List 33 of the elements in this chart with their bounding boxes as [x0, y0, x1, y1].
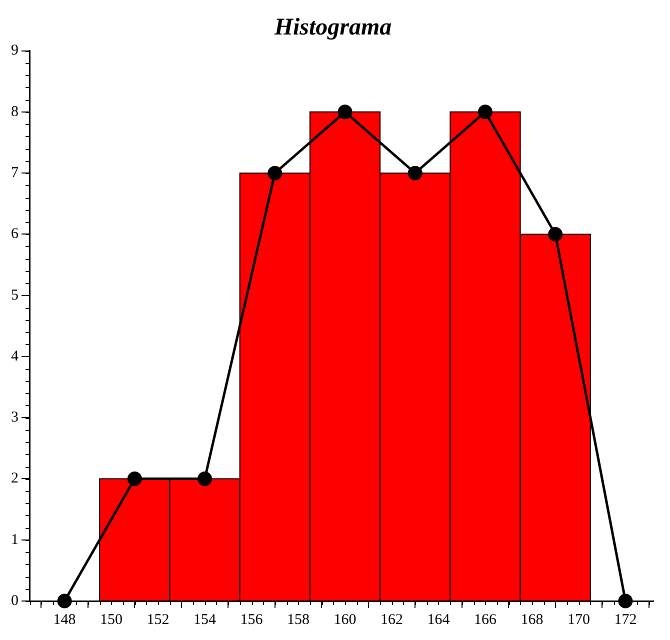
x-tick-label: 152 [146, 612, 170, 628]
point [57, 594, 72, 608]
y-tick-label: 4 [11, 348, 19, 364]
x-tick-label: 156 [240, 612, 264, 628]
x-tick-label: 162 [380, 612, 403, 628]
x-tick-label: 154 [194, 612, 217, 628]
y-tick-label: 7 [11, 165, 19, 182]
chart-title: Histograma [273, 14, 392, 41]
y-tick-label: 6 [11, 226, 19, 242]
y-tick-label: 2 [11, 470, 18, 487]
point [548, 226, 563, 242]
point [198, 471, 212, 486]
point [127, 471, 142, 486]
y-tick-label: 9 [11, 42, 18, 59]
x-tick-label: 172 [614, 612, 637, 628]
x-tick-label: 168 [520, 612, 544, 628]
x-tick-label: 148 [53, 612, 76, 628]
y-tick-label: 5 [11, 287, 18, 304]
point [478, 104, 492, 120]
point [618, 594, 633, 608]
y-tick-label: 8 [11, 104, 18, 120]
y-tick-label: 1 [11, 532, 18, 548]
y-tick-label: 3 [11, 410, 18, 426]
point [338, 104, 352, 120]
x-tick-label: 170 [567, 612, 590, 628]
x-tick-label: 164 [427, 612, 450, 628]
x-tick-label: 160 [334, 612, 356, 628]
x-tick-label: 150 [100, 612, 123, 628]
x-tick-label: 158 [287, 612, 310, 628]
point [268, 166, 282, 180]
y-tick-label: 0 [11, 592, 18, 609]
point [408, 166, 422, 180]
x-tick-label: 166 [474, 612, 497, 628]
